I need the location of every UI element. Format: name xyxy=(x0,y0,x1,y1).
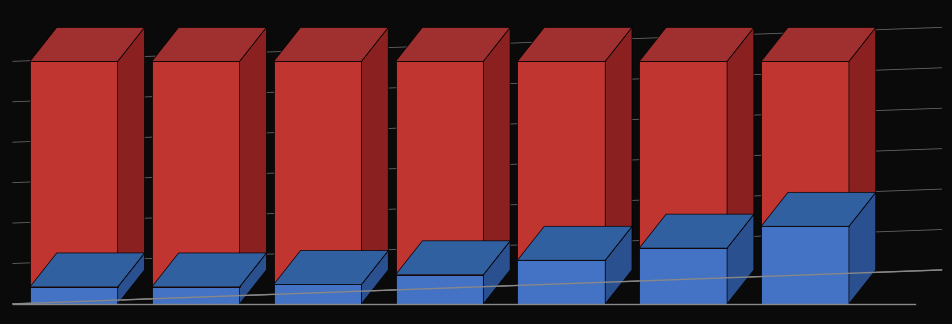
Polygon shape xyxy=(727,214,754,304)
Polygon shape xyxy=(396,61,484,275)
Polygon shape xyxy=(762,27,876,61)
Polygon shape xyxy=(30,27,145,61)
Polygon shape xyxy=(849,27,876,226)
Polygon shape xyxy=(640,214,754,248)
Polygon shape xyxy=(30,253,145,287)
Polygon shape xyxy=(762,61,849,226)
Polygon shape xyxy=(362,250,388,304)
Polygon shape xyxy=(240,253,267,304)
Polygon shape xyxy=(640,27,754,61)
Polygon shape xyxy=(118,253,145,304)
Polygon shape xyxy=(30,61,118,287)
Polygon shape xyxy=(605,226,632,304)
Polygon shape xyxy=(273,250,388,284)
Polygon shape xyxy=(518,260,605,304)
Polygon shape xyxy=(640,248,727,304)
Polygon shape xyxy=(518,27,632,61)
Polygon shape xyxy=(30,287,118,304)
Polygon shape xyxy=(484,241,510,304)
Polygon shape xyxy=(518,61,605,260)
Polygon shape xyxy=(151,27,267,61)
Polygon shape xyxy=(118,27,145,287)
Polygon shape xyxy=(605,27,632,260)
Polygon shape xyxy=(762,192,876,226)
Polygon shape xyxy=(273,284,362,304)
Polygon shape xyxy=(396,275,484,304)
Polygon shape xyxy=(273,27,388,61)
Polygon shape xyxy=(849,192,876,304)
Polygon shape xyxy=(640,61,727,248)
Polygon shape xyxy=(727,27,754,248)
Polygon shape xyxy=(273,61,362,284)
Polygon shape xyxy=(240,27,267,287)
Polygon shape xyxy=(518,226,632,260)
Polygon shape xyxy=(151,253,267,287)
Polygon shape xyxy=(151,61,240,287)
Polygon shape xyxy=(362,27,388,284)
Polygon shape xyxy=(151,287,240,304)
Polygon shape xyxy=(396,27,510,61)
Polygon shape xyxy=(762,226,849,304)
Polygon shape xyxy=(396,241,510,275)
Polygon shape xyxy=(484,27,510,275)
